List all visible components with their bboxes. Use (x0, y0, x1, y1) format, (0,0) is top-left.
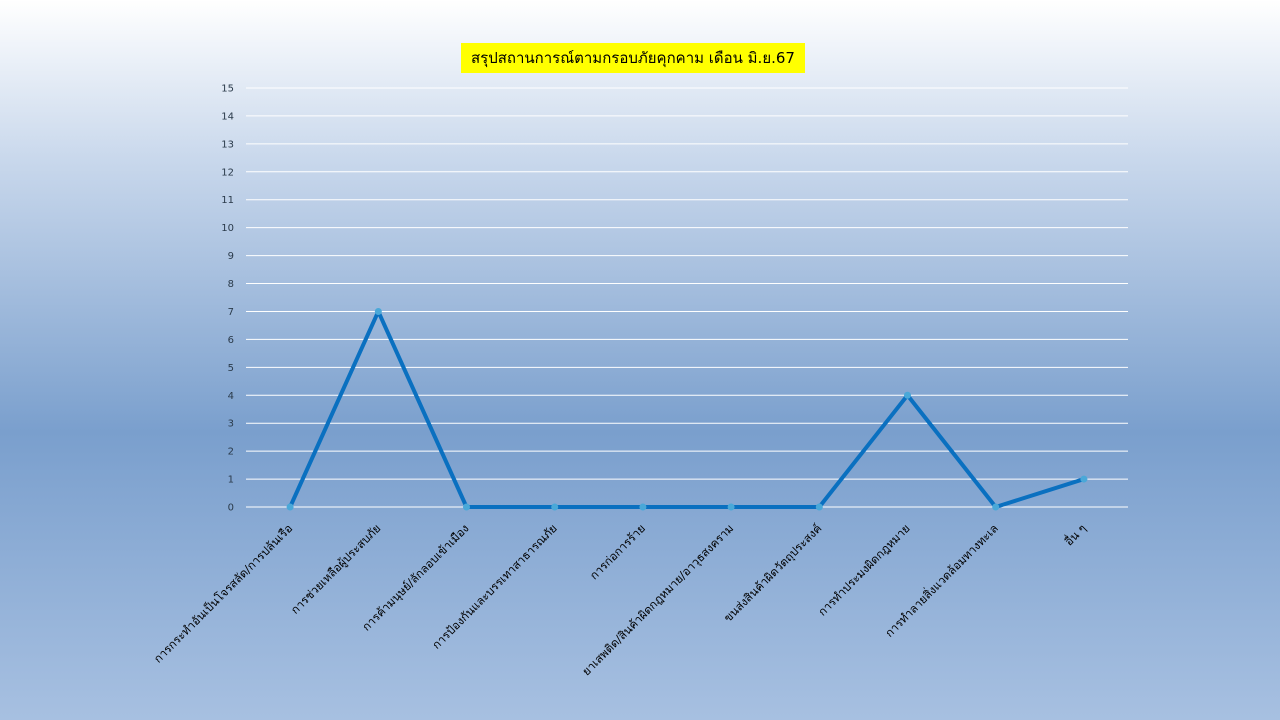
y-tick-label: 1 (228, 475, 234, 486)
y-tick-label: 12 (221, 167, 234, 178)
x-axis-ticks: การกระทำอันเป็นโจรสลัด/การปล้นเรือการช่ว… (150, 521, 1089, 679)
y-tick-label: 6 (228, 335, 234, 346)
series-line-group (286, 307, 1088, 511)
x-tick-label: การทำประมงผิดกฎหมาย (815, 521, 912, 618)
x-tick-label: ยาเสพติด/สินค้าผิดกฎหมาย/อาวุธสงคราม (579, 521, 736, 678)
data-point (374, 307, 382, 315)
y-tick-label: 14 (221, 111, 234, 122)
y-tick-label: 9 (228, 251, 234, 262)
data-point (463, 503, 470, 511)
data-point (1080, 475, 1088, 483)
y-tick-label: 5 (228, 363, 234, 374)
x-tick-label: การก่อการร้าย (587, 521, 648, 582)
data-point (727, 503, 735, 511)
x-tick-label: ขนส่งสินค้าผิดวัตถุประสงค์ (721, 521, 825, 625)
series-line (288, 309, 1086, 509)
data-point (286, 503, 294, 511)
y-tick-label: 13 (221, 139, 234, 150)
data-point (639, 503, 647, 511)
data-point (551, 503, 559, 511)
y-tick-label: 10 (221, 223, 234, 234)
y-tick-label: 0 (228, 503, 234, 514)
y-tick-label: 7 (228, 307, 234, 318)
data-point (815, 503, 823, 511)
x-tick-label: อื่น ๆ (1061, 521, 1089, 549)
y-tick-label: 15 (221, 84, 234, 95)
gridlines (246, 87, 1128, 508)
y-tick-label: 11 (221, 195, 234, 206)
y-tick-label: 2 (228, 447, 234, 458)
x-tick-label: การกระทำอันเป็นโจรสลัด/การปล้นเรือ (150, 521, 295, 666)
chart-title: สรุปสถานการณ์ตามกรอบภัยคุกคาม เดือน มิ.ย… (461, 43, 805, 73)
y-tick-label: 4 (228, 391, 234, 402)
data-point (904, 391, 911, 399)
data-point (992, 503, 1000, 511)
x-tick-label: การช่วยเหลือผู้ประสบภัย (288, 521, 384, 617)
y-tick-label: 8 (228, 279, 234, 290)
y-tick-label: 3 (228, 419, 234, 430)
